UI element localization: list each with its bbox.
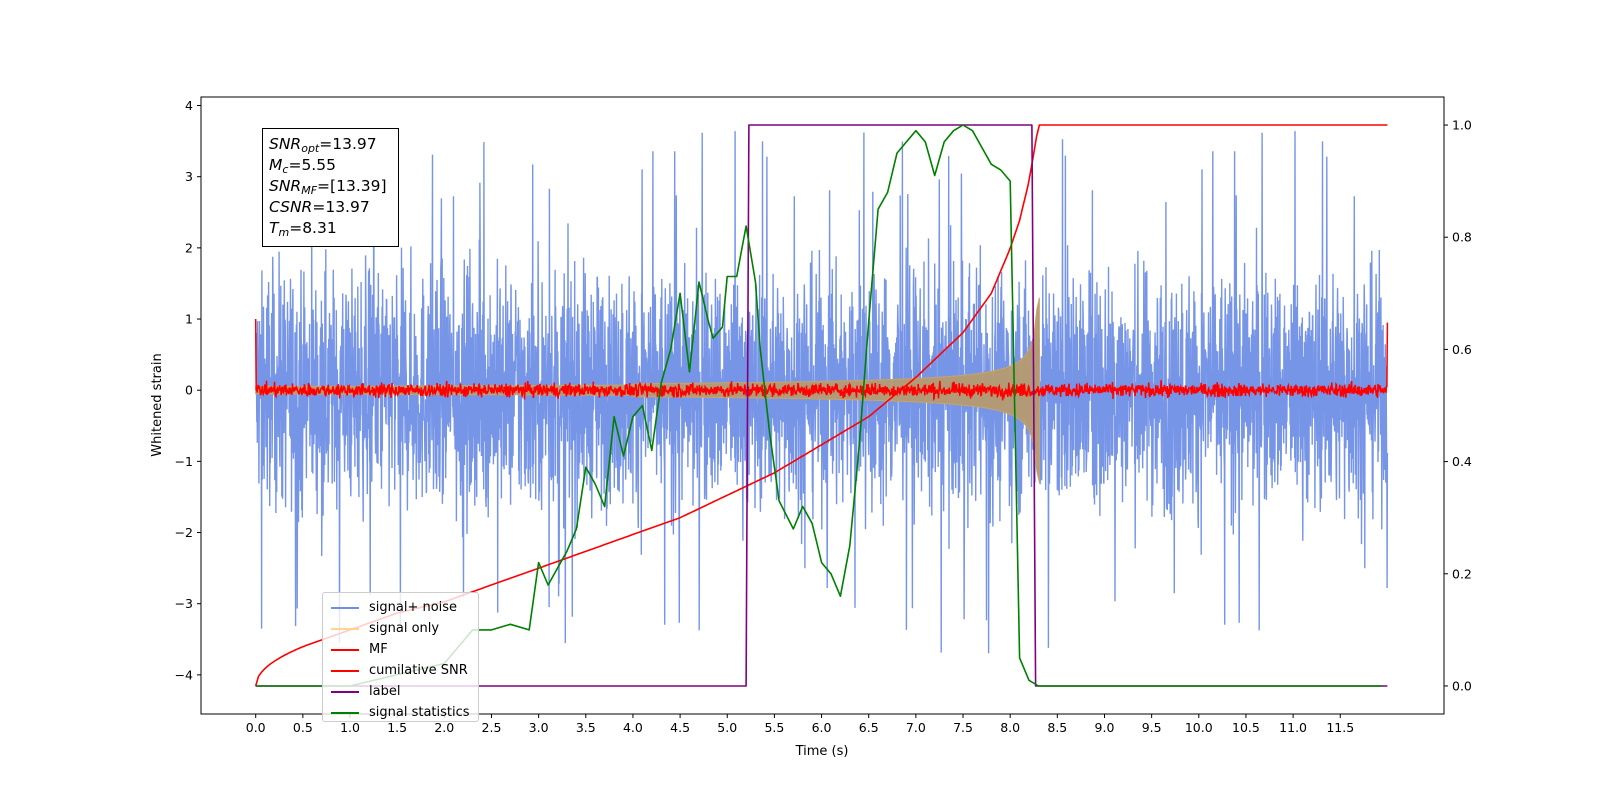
y-left-tick-label: 1	[185, 312, 193, 327]
csnr-line: CSNR=13.97	[269, 198, 370, 216]
y-left-tick-label: 2	[185, 240, 193, 255]
y-left-tick-label: −3	[175, 596, 193, 611]
legend-swatch	[331, 711, 359, 714]
series-signal-statistics	[255, 124, 1383, 687]
legend-swatch	[331, 690, 359, 693]
y-left-tick-label: 3	[185, 169, 193, 184]
y-right-tick-label: 1.0	[1452, 118, 1472, 133]
y-right-tick-label: 0.2	[1452, 566, 1472, 581]
legend-label: cumilative SNR	[369, 663, 468, 678]
legend-item: MF	[331, 639, 478, 660]
y-right-tick-label: 0.0	[1452, 678, 1472, 693]
x-tick-label: 4.0	[623, 720, 643, 735]
series-mf	[254, 318, 1389, 402]
x-tick-label: 2.5	[482, 720, 502, 735]
legend-swatch	[331, 606, 359, 609]
y-axis-label: Whitened strain	[150, 353, 165, 456]
x-tick-label: 8.0	[1000, 720, 1020, 735]
x-tick-label: 6.5	[859, 720, 879, 735]
y-left-tick-label: −1	[175, 454, 193, 469]
x-tick-label: 0.0	[246, 720, 266, 735]
legend-label: signal+ noise	[369, 600, 458, 615]
x-tick-label: 6.0	[812, 720, 832, 735]
x-axis-label: Time (s)	[795, 744, 849, 759]
snr-opt-line: SNRopt=13.97	[269, 135, 377, 155]
x-tick-label: 3.0	[529, 720, 549, 735]
x-tick-label: 11.5	[1326, 720, 1354, 735]
legend-item: signal only	[331, 618, 478, 639]
x-tick-label: 8.5	[1047, 720, 1067, 735]
x-tick-label: 10.5	[1232, 720, 1260, 735]
x-tick-label: 9.0	[1095, 720, 1115, 735]
legend-swatch	[331, 648, 359, 651]
stats-annotation-box: SNRopt=13.97 Mc=5.55 SNRMF=[13.39] CSNR=…	[262, 128, 399, 247]
series-signal-noise	[255, 131, 1389, 654]
y-right-tick-label: 0.4	[1452, 454, 1472, 469]
x-tick-label: 1.5	[387, 720, 407, 735]
x-tick-label: 0.5	[293, 720, 313, 735]
legend-swatch	[331, 627, 359, 630]
y-left-tick-label: −4	[175, 667, 193, 682]
legend-swatch	[331, 669, 359, 672]
x-tick-label: 7.0	[906, 720, 926, 735]
x-tick-label: 3.5	[576, 720, 596, 735]
legend-label: label	[369, 684, 401, 699]
legend-label: MF	[369, 642, 388, 657]
legend: signal+ noise signal only MF cumilative …	[322, 592, 479, 722]
x-tick-label: 9.5	[1142, 720, 1162, 735]
legend-label: signal statistics	[369, 705, 470, 720]
legend-label: signal only	[369, 621, 440, 636]
series-layer	[254, 124, 1389, 687]
y-left-tick-label: −2	[175, 525, 193, 540]
legend-item: label	[331, 681, 478, 702]
x-tick-label: 7.5	[953, 720, 973, 735]
x-tick-label: 2.0	[434, 720, 454, 735]
y-right-tick-label: 0.6	[1452, 342, 1472, 357]
plot-frame	[200, 96, 1445, 715]
y-left-tick-label: 4	[185, 98, 193, 113]
x-tick-label: 11.0	[1279, 720, 1307, 735]
y-left-tick-label: 0	[185, 383, 193, 398]
tm-line: Tm=8.31	[269, 219, 337, 239]
legend-item: cumilative SNR	[331, 660, 478, 681]
y-right-tick-label: 0.8	[1452, 230, 1472, 245]
snr-mf-line: SNRMF=[13.39]	[269, 177, 387, 197]
x-tick-label: 4.5	[670, 720, 690, 735]
legend-item: signal statistics	[331, 702, 478, 723]
x-tick-label: 5.5	[764, 720, 784, 735]
mc-line: Mc=5.55	[269, 156, 336, 176]
axis-layer: 0.0 0.5 1.0 1.5 2.0 2.5 3.0 3.5 4.0 4.5 5.0 5.5 6.0 6…	[175, 98, 1472, 735]
x-tick-label: 5.0	[717, 720, 737, 735]
legend-item: signal+ noise	[331, 597, 478, 618]
x-tick-label: 10.0	[1185, 720, 1213, 735]
x-tick-label: 1.0	[340, 720, 360, 735]
